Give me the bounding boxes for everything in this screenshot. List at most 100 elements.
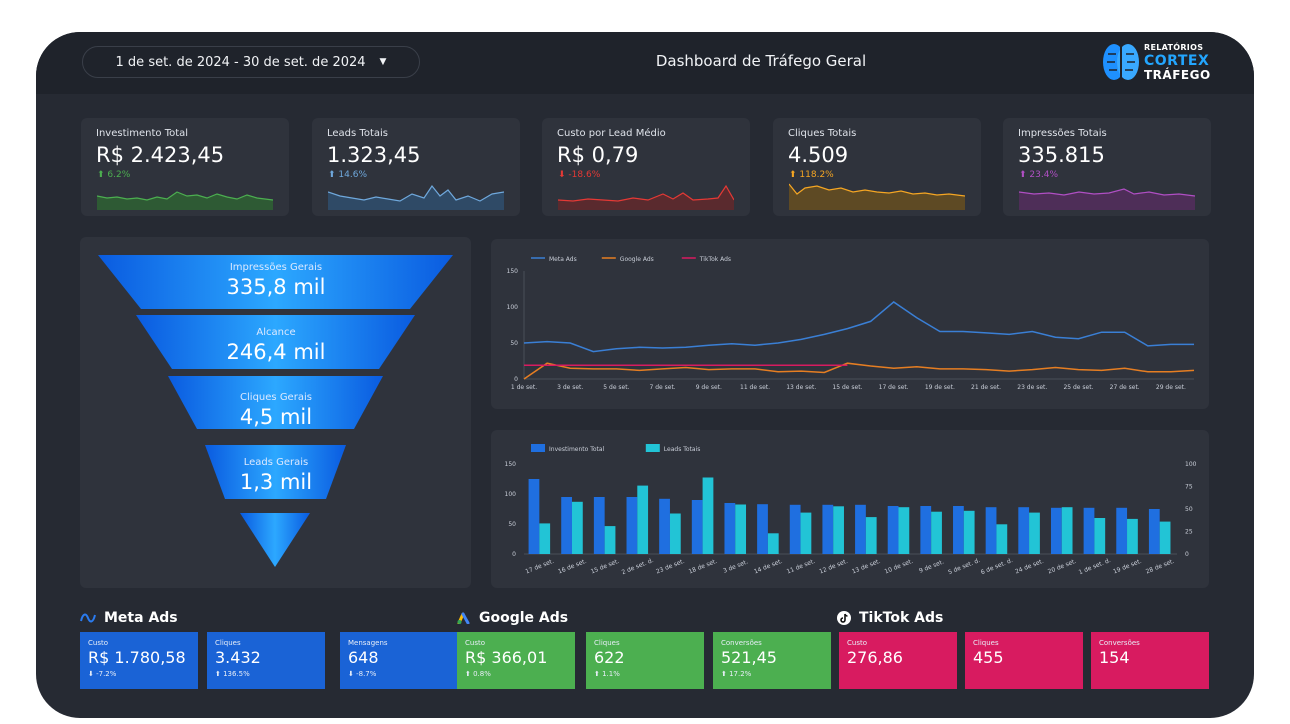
bar-investimento	[1018, 507, 1030, 554]
bar-investimento	[528, 479, 540, 554]
bar-chart: Investimento Total Leads Totais 0 50 100 150 0…	[505, 444, 1197, 576]
bar-investimento	[920, 506, 932, 554]
card-value: 154	[1099, 648, 1130, 667]
kpi-title: Cliques Totais	[788, 128, 857, 139]
kpi-delta: ⬆ 6.2%	[97, 170, 131, 180]
date-range-picker[interactable]: 1 de set. de 2024 - 30 de set. de 2024 ▼	[82, 46, 420, 78]
bar-leads	[539, 523, 551, 554]
kpi-cliques-totais: Cliques Totais 4.509 ⬆ 118.2%	[773, 118, 981, 216]
x-tick-label: 28 de set.	[1145, 558, 1176, 576]
x-tick-label: 1 de set.	[511, 384, 537, 391]
funnel-value: 335,8 mil	[226, 275, 326, 299]
meta-mensagens-card: Mensagens 648 ⬇ -8.7%	[340, 632, 458, 689]
date-range-label: 1 de set. de 2024 - 30 de set. de 2024	[115, 54, 366, 70]
bar-leads	[669, 513, 681, 554]
x-tick-label: 5 de set.	[603, 384, 629, 391]
funnel-stage-4	[205, 445, 346, 499]
card-title: Cliques	[594, 639, 620, 647]
x-tick-label: 27 de set.	[1110, 384, 1140, 391]
bar-leads	[931, 511, 942, 554]
legend-swatch	[645, 444, 660, 452]
bar-investimento	[724, 503, 736, 554]
y-right-tick-label: 0	[1185, 551, 1189, 558]
trend-up-icon: ⬆	[97, 170, 105, 180]
kpi-title: Investimento Total	[96, 128, 189, 139]
x-tick-label: 6 de set. d.	[980, 557, 1014, 576]
y-tick-label: 150	[507, 268, 519, 275]
section-title: Meta Ads	[104, 610, 178, 626]
line-chart: Meta Ads Google Ads TikTok Ads 0 50 100 150 1 d…	[507, 256, 1195, 391]
funnel-tip	[240, 513, 310, 567]
line-chart-panel: Meta Ads Google Ads TikTok Ads 0 50 100 150 1 d…	[491, 239, 1209, 409]
google-custo-card: Custo R$ 366,01 ⬆ 0.8%	[457, 632, 575, 689]
x-tick-label: 25 de set.	[1063, 384, 1093, 391]
x-tick-label: 15 de set.	[832, 384, 862, 391]
page-title: Dashboard de Tráfego Geral	[655, 52, 867, 70]
bar-investimento	[1083, 507, 1095, 554]
kpi-leads-totais: Leads Totais 1.323,45 ⬆ 14.6%	[312, 118, 520, 216]
x-tick-label: 23 de set.	[1017, 384, 1047, 391]
bar-leads	[767, 533, 779, 554]
x-tick-label: 21 de set.	[971, 384, 1001, 391]
kpi-value: R$ 0,79	[557, 143, 639, 167]
bar-investimento	[789, 504, 801, 554]
card-value: 455	[973, 648, 1004, 667]
kpi-value: 1.323,45	[327, 143, 421, 167]
bar-investimento	[855, 504, 866, 554]
kpi-delta: ⬇ -18.6%	[558, 170, 601, 180]
kpi-value: R$ 2.423,45	[96, 143, 225, 167]
y-right-tick-label: 25	[1185, 529, 1193, 536]
bar-leads	[571, 501, 583, 554]
card-title: Custo	[847, 639, 867, 647]
trend-up-icon: ⬆	[789, 170, 797, 180]
x-tick-label: 11 de set.	[786, 558, 817, 576]
funnel-label: Cliques Gerais	[240, 392, 312, 403]
funnel-label: Impressões Gerais	[229, 262, 323, 273]
section-title: TikTok Ads	[859, 610, 944, 626]
bar-investimento	[887, 506, 899, 554]
funnel-label: Leads Gerais	[243, 457, 309, 468]
x-tick-label: 10 de set.	[884, 558, 915, 576]
funnel-value: 4,5 mil	[239, 405, 313, 429]
kpi-delta: ⬆ 14.6%	[328, 170, 368, 180]
bar-leads	[702, 477, 714, 554]
y-tick-label: 100	[507, 304, 519, 311]
trend-up-icon: ⬆	[1019, 170, 1027, 180]
bar-investimento	[1116, 507, 1128, 554]
kpi-value: 335.815	[1018, 143, 1105, 167]
tiktok-cliques-card: Cliques 455	[965, 632, 1083, 689]
x-tick-label: 19 de set.	[925, 384, 955, 391]
meta-custo-card: Custo R$ 1.780,58 ⬇ -7.2%	[80, 632, 198, 689]
funnel-panel: Impressões Gerais 335,8 mil Alcance 246,…	[80, 237, 471, 588]
bar-investimento	[757, 504, 768, 554]
legend-label: TikTok Ads	[699, 256, 731, 263]
kpi-title: Custo por Lead Médio	[557, 128, 666, 139]
section-meta-ads: Meta Ads	[80, 610, 178, 626]
section-tiktok-ads: TikTok Ads	[837, 610, 943, 626]
logo-line-3: TRÁFEGO	[1144, 68, 1211, 82]
bar-leads	[1159, 521, 1171, 554]
funnel-value: 1,3 mil	[239, 470, 313, 494]
card-delta: ⬇ -8.7%	[348, 670, 377, 678]
legend-label: Google Ads	[620, 256, 654, 263]
meta-icon	[80, 613, 96, 623]
x-tick-label: 2 de set. d.	[621, 557, 655, 576]
funnel-stage-1	[98, 255, 453, 309]
y-tick-label: 50	[510, 340, 518, 347]
google-conversoes-card: Conversões 521,45 ⬆ 17.2%	[713, 632, 831, 689]
card-title: Custo	[465, 639, 485, 647]
tiktok-custo-card: Custo 276,86	[839, 632, 957, 689]
logo-line-2: CORTEX	[1144, 53, 1210, 69]
section-google-ads: Google Ads	[457, 610, 568, 626]
card-delta: ⬆ 0.8%	[465, 670, 491, 678]
bar-leads	[996, 524, 1008, 554]
bar-leads	[637, 485, 649, 554]
chevron-down-icon: ▼	[379, 57, 387, 67]
card-delta: ⬇ -7.2%	[88, 670, 117, 678]
trend-up-icon: ⬆	[328, 170, 336, 180]
bar-leads	[865, 517, 877, 554]
bar-chart-panel: Investimento Total Leads Totais 0 50 100 150 0…	[491, 430, 1209, 588]
bar-leads	[604, 526, 616, 554]
x-tick-label: 11 de set.	[740, 384, 770, 391]
x-tick-label: 24 de set.	[1014, 558, 1045, 576]
